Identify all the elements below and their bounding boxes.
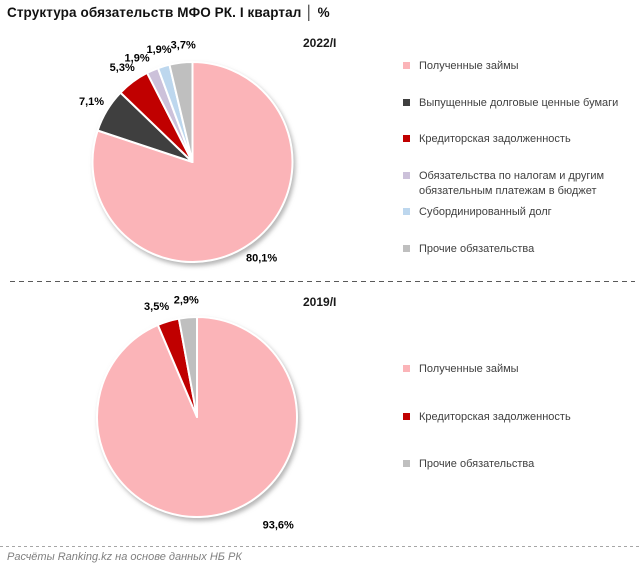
legend-label: Прочие обязательства xyxy=(419,458,535,470)
legend-label: Полученные займы xyxy=(419,363,519,375)
source-note: Расчёты Ranking.kz на основе данных НБ Р… xyxy=(7,551,242,563)
legend-label: Полученные займы xyxy=(419,60,519,72)
slice-value-label: 2,9% xyxy=(174,294,199,306)
pie-slice-group xyxy=(91,61,294,263)
legend-item: Прочие обязательства xyxy=(403,242,638,279)
slice-value-label: 7,1% xyxy=(79,96,104,108)
pie-chart-2022: 80,1%7,1%5,3%1,9%1,9% 3,7% xyxy=(79,39,294,265)
legend-swatch-icon xyxy=(403,135,410,142)
pie-slice xyxy=(168,61,194,163)
legend-2022: Полученные займы Выпущенные долговые ценн… xyxy=(403,59,638,278)
legend-label: Прочие обязательства xyxy=(419,242,535,255)
slice-value-label: 93,6% xyxy=(263,520,294,532)
legend-swatch-icon xyxy=(403,244,410,252)
legend-swatch-icon xyxy=(403,208,410,215)
legend-label: Субординированный долг xyxy=(419,206,552,218)
pie-slice xyxy=(177,316,198,418)
legend-label: Кредиторская задолженность xyxy=(419,133,571,145)
legend-item: Субординированный долг xyxy=(403,205,638,242)
legend-label: Обязательства по налогам и другим обязат… xyxy=(419,169,605,197)
dashed-divider-bottom xyxy=(0,546,642,547)
legend-2019: Полученные займы Кредиторская задолженнос… xyxy=(403,362,638,505)
legend-item: Полученные займы xyxy=(403,59,638,96)
chart-period-label-2019: 2019/I xyxy=(303,295,337,309)
slice-value-label: 3,5% xyxy=(144,301,169,313)
legend-label: Кредиторская задолженность xyxy=(419,410,571,423)
slice-value-label: 5,3% xyxy=(110,62,135,74)
dashed-divider xyxy=(10,281,635,282)
legend-item: Кредиторская задолженность xyxy=(403,410,638,458)
legend-item: Прочие обязательства xyxy=(403,457,638,505)
legend-item: Выпущенные долговые ценные бумаги xyxy=(403,96,638,133)
slice-value-label: 80,1% xyxy=(246,253,277,265)
slice-value-label: 1,9% xyxy=(146,44,171,56)
legend-swatch-icon xyxy=(403,171,410,179)
page-title: Структура обязательств МФО РК. I квартал… xyxy=(7,5,330,20)
legend-item: Обязательства по налогам и другим обязат… xyxy=(403,169,638,206)
legend-swatch-icon xyxy=(403,412,410,420)
slice-value-label: 1,9% xyxy=(125,53,150,65)
legend-item: Полученные займы xyxy=(403,362,638,410)
legend-item: Кредиторская задолженность xyxy=(403,132,638,169)
legend-swatch-icon xyxy=(403,460,410,467)
chart-period-label-2022: 2022/I xyxy=(303,36,337,50)
pie-chart-2019: 93,6% 3,5% 2,9% xyxy=(96,294,299,532)
legend-swatch-icon xyxy=(403,365,410,372)
legend-label: Выпущенные долговые ценные бумаги xyxy=(419,96,619,109)
legend-swatch-icon xyxy=(403,98,410,106)
pie-slice-group xyxy=(96,316,299,518)
slice-value-label: 3,7% xyxy=(171,39,196,51)
legend-swatch-icon xyxy=(403,62,410,69)
